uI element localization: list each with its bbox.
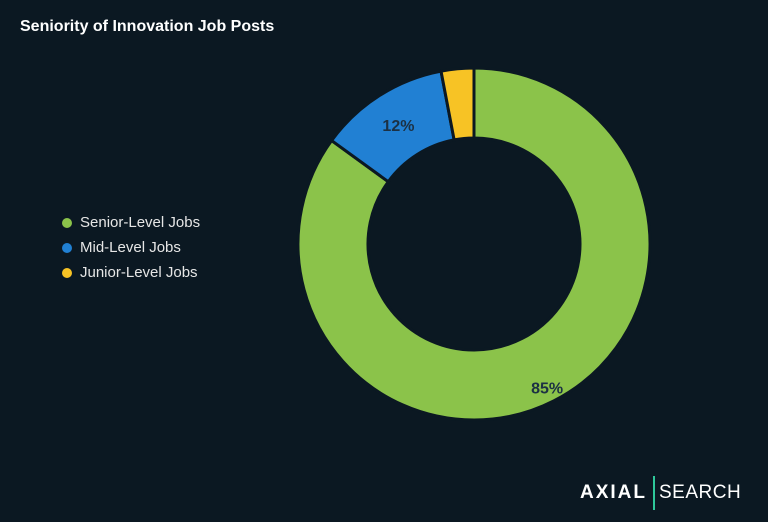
legend-swatch <box>62 242 72 253</box>
legend-item-senior[interactable]: Senior-Level Jobs <box>62 210 200 235</box>
logo-search: SEARCH <box>659 482 742 503</box>
legend-item-mid[interactable]: Mid-Level Jobs <box>62 235 200 260</box>
legend-swatch <box>62 217 72 228</box>
logo-axial: AXIAL <box>580 482 647 503</box>
legend-label: Junior-Level Jobs <box>80 264 198 281</box>
data-label: 12% <box>382 118 414 135</box>
donut-slice-2[interactable] <box>439 66 476 142</box>
chart-title: Seniority of Innovation Job Posts <box>20 18 275 35</box>
legend: Senior-Level Jobs Mid-Level Jobs Junior-… <box>62 210 200 285</box>
data-label: 85% <box>531 380 563 397</box>
legend-swatch <box>62 267 72 278</box>
axial-search-logo: AXIAL SEARCH <box>580 476 741 510</box>
legend-item-junior[interactable]: Junior-Level Jobs <box>62 260 200 285</box>
legend-label: Mid-Level Jobs <box>80 239 181 256</box>
donut-slice-0[interactable] <box>296 66 652 422</box>
legend-label: Senior-Level Jobs <box>80 214 201 231</box>
logo-divider <box>653 476 655 510</box>
